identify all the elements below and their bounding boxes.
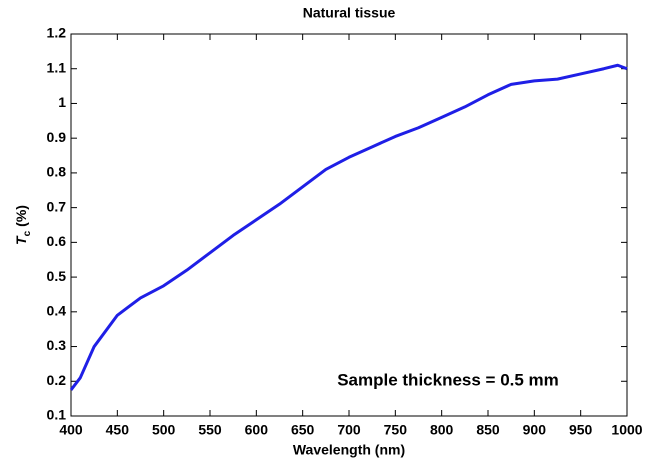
y-label-unit: (%) <box>13 205 29 227</box>
y-label-subscript: c <box>22 230 33 236</box>
y-tick-label: 0.1 <box>47 407 67 423</box>
x-tick-label: 400 <box>59 422 83 438</box>
y-axis-label: Tc (%) <box>13 205 33 245</box>
y-tick-label: 0.4 <box>47 303 67 319</box>
y-tick-label: 0.2 <box>47 372 67 388</box>
y-tick-label: 1.2 <box>47 25 67 41</box>
x-tick-label: 900 <box>523 422 547 438</box>
y-tick-label: 1 <box>58 94 66 110</box>
annotation: Sample thickness = 0.5 mm <box>337 370 559 389</box>
y-tick-label: 0.7 <box>47 198 67 214</box>
x-axis-label: Wavelength (nm) <box>293 442 405 458</box>
x-tick-label: 550 <box>198 422 222 438</box>
x-tick-label: 450 <box>106 422 130 438</box>
x-tick-label: 750 <box>384 422 408 438</box>
y-label-symbol: T <box>13 235 29 245</box>
y-tick-label: 0.9 <box>47 129 67 145</box>
x-tick-label: 950 <box>569 422 593 438</box>
chart-title: Natural tissue <box>303 5 396 21</box>
y-tick-label: 0.3 <box>47 337 67 353</box>
x-tick-label: 600 <box>245 422 269 438</box>
x-tick-label: 650 <box>291 422 315 438</box>
x-tick-label: 850 <box>476 422 500 438</box>
y-tick-label: 1.1 <box>47 59 67 75</box>
y-tick-label: 0.6 <box>47 233 67 249</box>
y-tick-label: 0.5 <box>47 268 67 284</box>
x-tick-label: 800 <box>430 422 454 438</box>
x-tick-label: 700 <box>337 422 361 438</box>
x-tick-label: 1000 <box>611 422 642 438</box>
data-line <box>69 63 628 391</box>
y-tick-label: 0.8 <box>47 164 67 180</box>
x-tick-label: 500 <box>152 422 176 438</box>
plot-frame <box>70 33 628 417</box>
